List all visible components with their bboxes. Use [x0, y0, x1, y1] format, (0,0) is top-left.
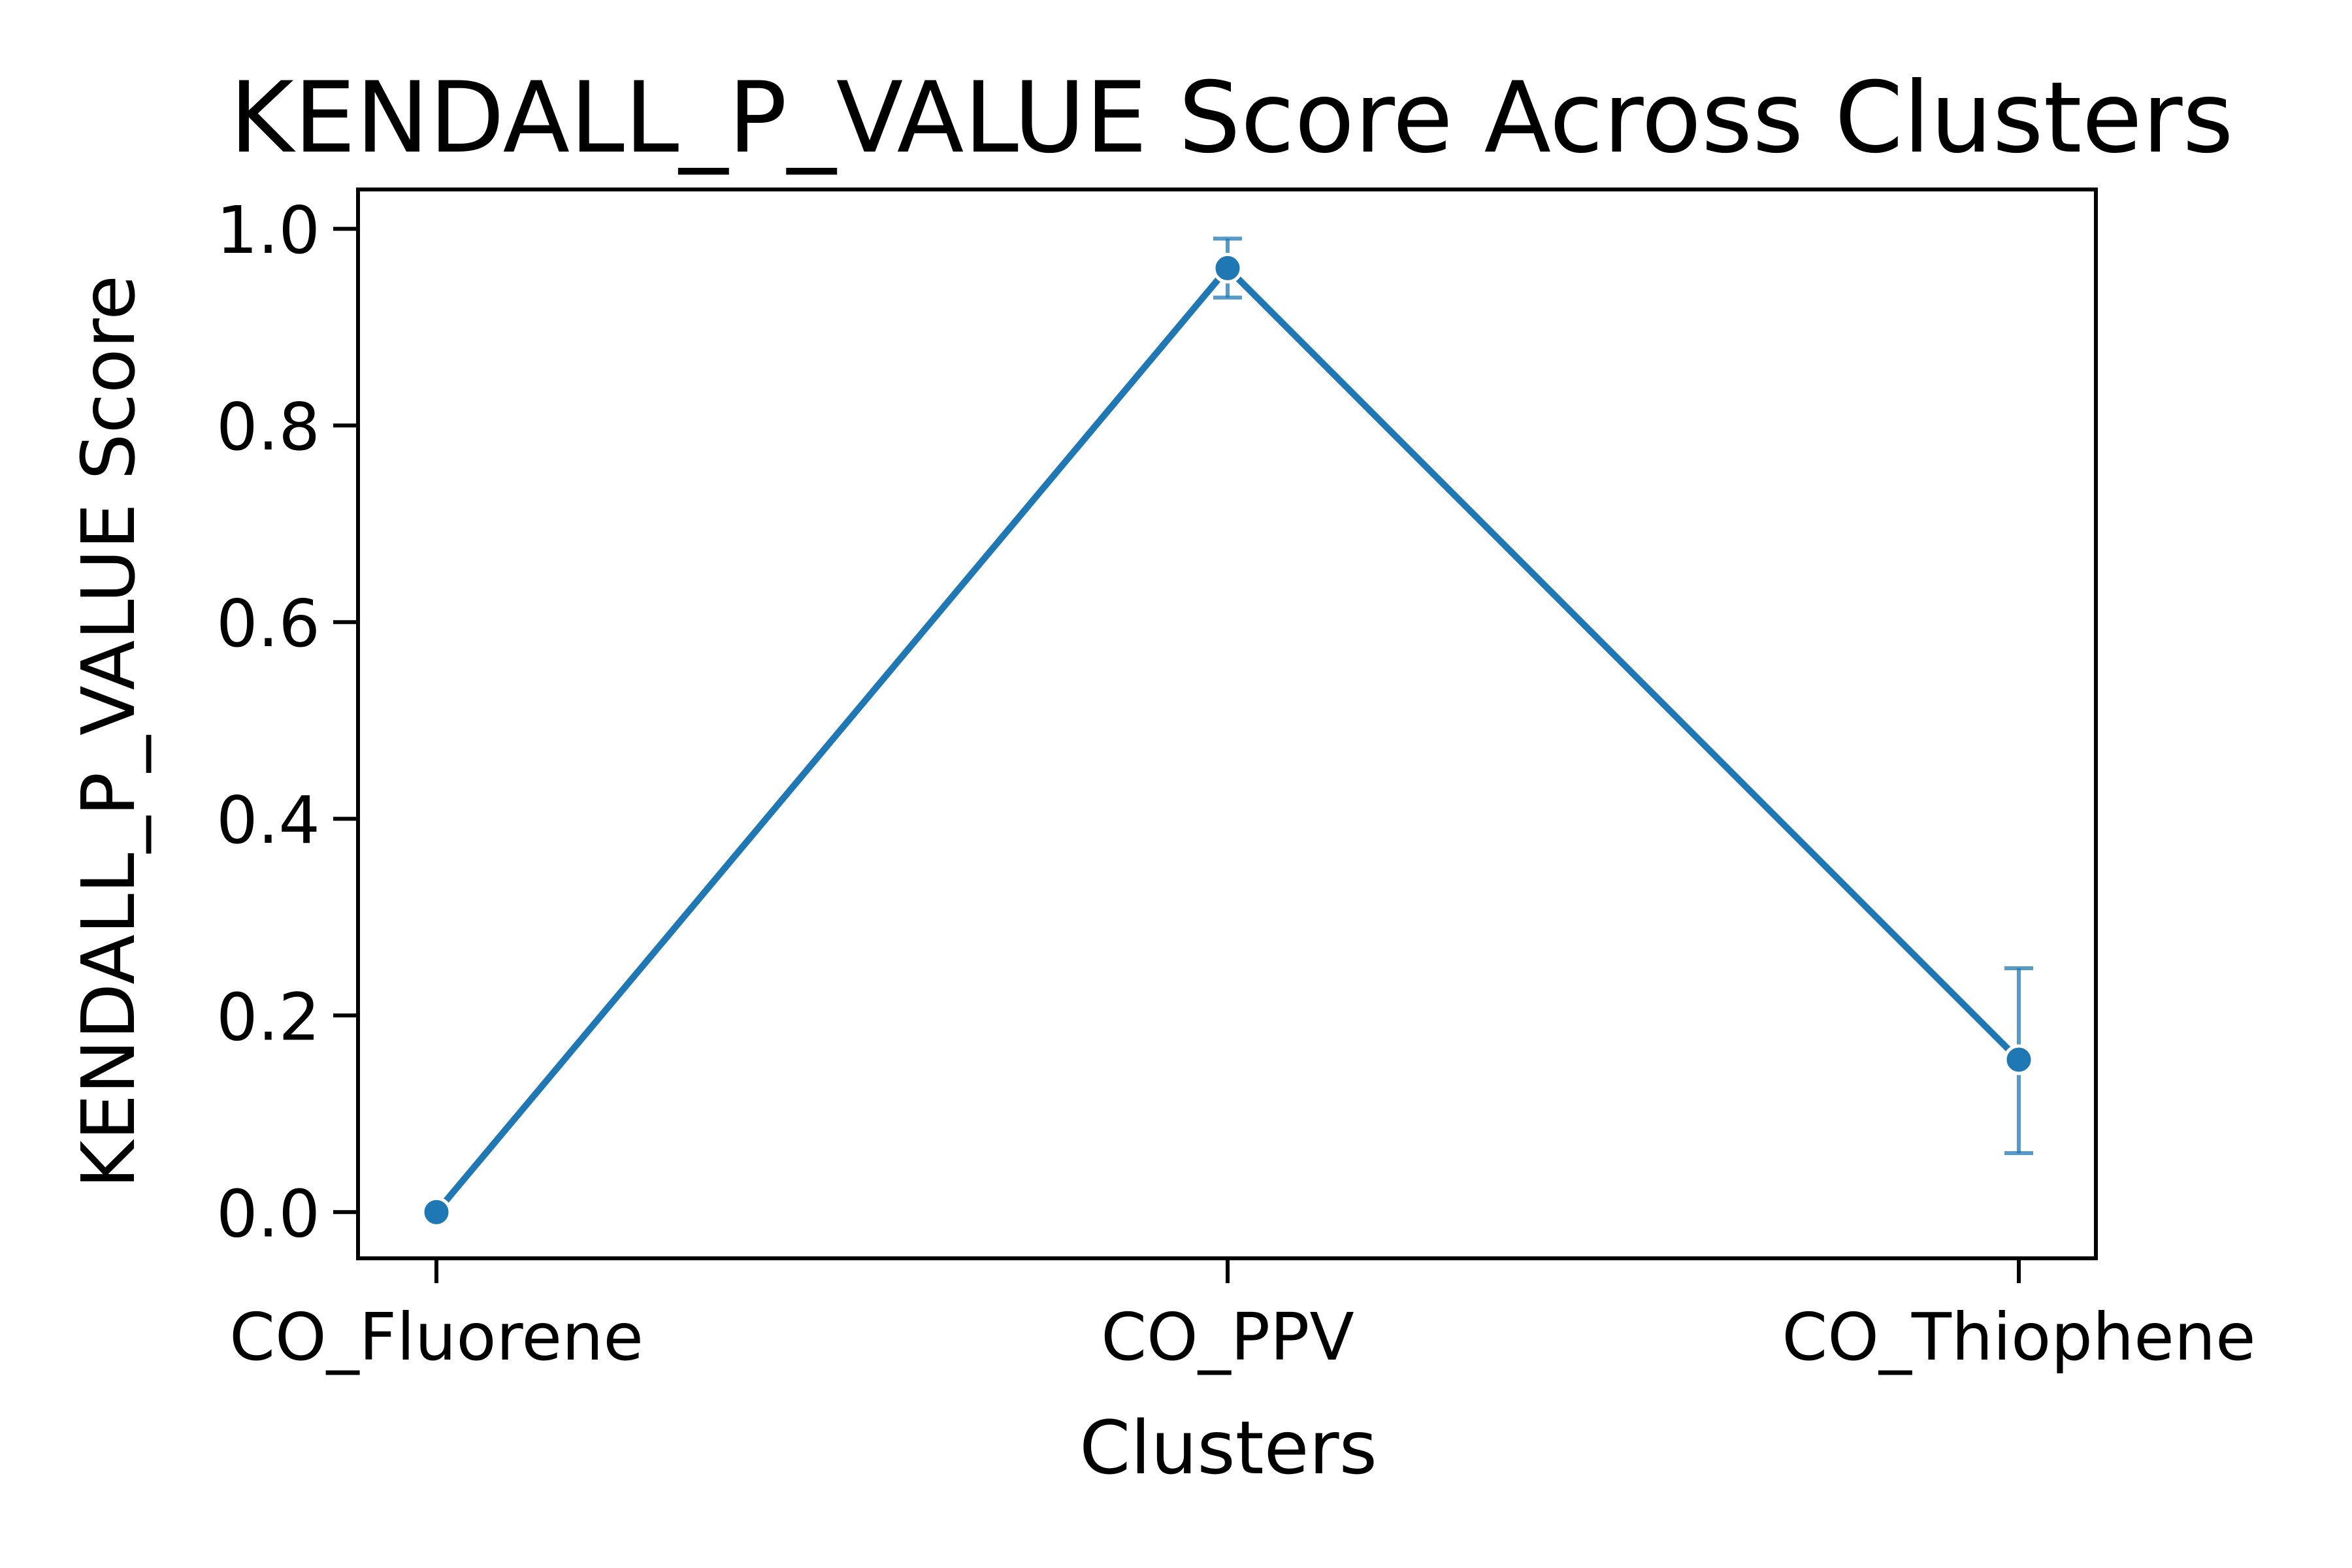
x-tick-label: CO_Fluorene [229, 1299, 644, 1375]
x-axis-label: Clusters [1079, 1406, 1377, 1491]
y-tick-label: 0.6 [216, 585, 320, 662]
series-layer [421, 252, 2034, 1228]
x-axis-ticks: CO_Fluorene CO_PPV CO_Thiophene [229, 1258, 2256, 1375]
x-tick-label: CO_Thiophene [1782, 1299, 2255, 1375]
data-point [421, 1196, 452, 1228]
x-tick-label: CO_PPV [1101, 1299, 1354, 1375]
y-tick-label: 0.2 [216, 979, 320, 1055]
chart-title: KENDALL_P_VALUE Score Across Clusters [229, 61, 2233, 175]
y-tick-label: 1.0 [216, 192, 320, 269]
y-tick-label: 0.8 [216, 389, 320, 465]
y-axis-ticks: 0.0 0.2 0.4 0.6 0.8 1.0 [216, 192, 358, 1252]
y-tick-label: 0.4 [216, 782, 320, 858]
y-tick-label: 0.0 [216, 1175, 320, 1252]
data-point [1212, 252, 1243, 284]
y-axis-label: KENDALL_P_VALUE Score [67, 275, 152, 1188]
data-point [2003, 1044, 2034, 1075]
plot-area-frame [356, 188, 2098, 1260]
